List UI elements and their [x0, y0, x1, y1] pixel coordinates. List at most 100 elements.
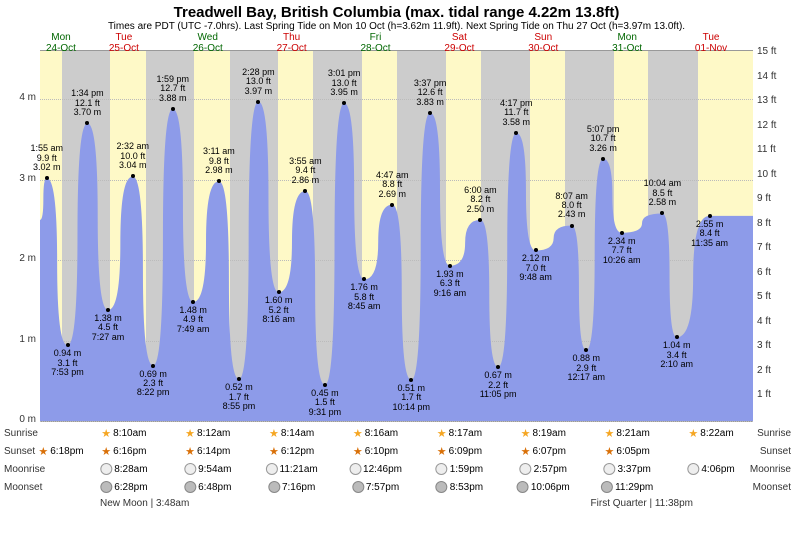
row-moonset-cell: 6:48pm [184, 481, 231, 493]
moonrise-icon [687, 463, 699, 475]
row-label-moonset: Moonset [4, 482, 42, 493]
row-moonrise-cell: 2:57pm [520, 463, 567, 475]
row-sunrise-cell: ★8:10am [101, 427, 146, 440]
day-header: Fri28-Oct [351, 32, 401, 54]
row-label-sunset-r: Sunset [760, 446, 791, 457]
day-header: Sat29-Oct [434, 32, 484, 54]
sunrise-icon: ★ [605, 427, 615, 440]
moonrise-icon [266, 463, 278, 475]
row-label-moonrise-r: Moonrise [750, 464, 791, 475]
tide-label: 3:01 pm13.0 ft3.95 m [328, 69, 361, 97]
tide-point [66, 343, 70, 347]
row-label-sunrise-r: Sunrise [757, 428, 791, 439]
moonrise-icon [436, 463, 448, 475]
day-header: Tue25-Oct [99, 32, 149, 54]
row-label-sunrise: Sunrise [4, 428, 38, 439]
moonset-icon [100, 481, 112, 493]
y-tick-ft: 6 ft [757, 267, 787, 278]
y-tick-ft: 10 ft [757, 169, 787, 180]
tide-point [131, 174, 135, 178]
moonrise-icon [603, 463, 615, 475]
tide-point [478, 218, 482, 222]
y-tick-ft: 15 ft [757, 46, 787, 57]
y-tick-ft: 12 ft [757, 120, 787, 131]
row-moonrise-cell: 12:46pm [349, 463, 402, 475]
moonrise-icon [349, 463, 361, 475]
moonset-icon [517, 481, 529, 493]
day-header: Sun30-Oct [518, 32, 568, 54]
y-tick-ft: 13 ft [757, 95, 787, 106]
y-tick-ft: 1 ft [757, 389, 787, 400]
sunrise-icon: ★ [101, 427, 111, 440]
tide-label: 2.55 m8.4 ft11:35 am [691, 220, 728, 248]
tide-point [277, 290, 281, 294]
tide-label: 4:47 am8.8 ft2.69 m [376, 171, 409, 199]
y-tick-ft: 3 ft [757, 340, 787, 351]
tide-point [584, 348, 588, 352]
y-tick-ft: 5 ft [757, 291, 787, 302]
tide-label: 0.52 m1.7 ft8:55 pm [223, 383, 256, 411]
row-sunrise-cell: ★8:22am [688, 427, 733, 440]
plot-area: 1:55 am9.9 ft3.02 m0.94 m3.1 ft7:53 pm1:… [40, 50, 753, 422]
first-quarter-label: First Quarter | 11:38pm [591, 498, 693, 509]
tide-point [409, 378, 413, 382]
row-sunrise-cell: ★8:17am [437, 427, 482, 440]
row-sunrise-cell: ★8:14am [269, 427, 314, 440]
tide-chart: Treadwell Bay, British Columbia (max. ti… [0, 0, 793, 539]
row-moonset-cell: 10:06pm [517, 481, 570, 493]
tide-label: 6:00 am8.2 ft2.50 m [464, 186, 497, 214]
tide-point [428, 111, 432, 115]
row-moonrise-cell: 4:06pm [687, 463, 734, 475]
tide-curve [40, 51, 753, 421]
row-moonset-cell: 6:28pm [100, 481, 147, 493]
tide-label: 0.88 m2.9 ft12:17 am [567, 354, 605, 382]
moonset-icon [352, 481, 364, 493]
sunset-icon: ★ [353, 445, 363, 458]
tide-point [514, 131, 518, 135]
sunset-icon: ★ [437, 445, 447, 458]
tide-label: 4:17 pm11.7 ft3.58 m [500, 99, 533, 127]
row-moonrise-cell: 9:54am [184, 463, 231, 475]
tide-label: 1.93 m6.3 ft9:16 am [434, 270, 467, 298]
tide-label: 1.60 m5.2 ft8:16 am [262, 296, 295, 324]
tide-point [570, 224, 574, 228]
row-moonset-cell: 7:16pm [268, 481, 315, 493]
moonset-icon [184, 481, 196, 493]
tide-point [660, 211, 664, 215]
tide-point [620, 231, 624, 235]
sunset-icon: ★ [269, 445, 279, 458]
row-sunset-cell: ★6:05pm [605, 445, 650, 458]
tide-label: 3:11 am9.8 ft2.98 m [203, 147, 235, 175]
sunrise-icon: ★ [353, 427, 363, 440]
tide-point [85, 121, 89, 125]
tide-point [601, 157, 605, 161]
moonrise-icon [184, 463, 196, 475]
tide-point [151, 364, 155, 368]
tide-label: 1:55 am9.9 ft3.02 m [30, 144, 63, 172]
y-tick-ft: 2 ft [757, 365, 787, 376]
y-tick-m: 3 m [6, 173, 36, 184]
tide-label: 2.12 m7.0 ft9:48 am [519, 254, 552, 282]
tide-point [342, 101, 346, 105]
y-tick-ft: 7 ft [757, 242, 787, 253]
row-moonrise-cell: 8:28am [100, 463, 147, 475]
row-moonrise-cell: 3:37pm [603, 463, 650, 475]
tide-point [675, 335, 679, 339]
y-tick-m: 4 m [6, 92, 36, 103]
y-tick-ft: 9 ft [757, 193, 787, 204]
row-sunrise-cell: ★8:19am [521, 427, 566, 440]
row-sunset-cell: ★6:12pm [269, 445, 314, 458]
new-moon-label: New Moon | 3:48am [100, 498, 189, 509]
tide-label: 2:28 pm13.0 ft3.97 m [242, 68, 275, 96]
row-sunset-cell: ★6:16pm [101, 445, 146, 458]
row-moonset-cell: 7:57pm [352, 481, 399, 493]
sunrise-icon: ★ [688, 427, 698, 440]
sunrise-icon: ★ [437, 427, 447, 440]
tide-point [708, 214, 712, 218]
tide-label: 0.51 m1.7 ft10:14 pm [393, 384, 431, 412]
sunrise-icon: ★ [521, 427, 531, 440]
day-header: Wed26-Oct [183, 32, 233, 54]
tide-label: 0.69 m2.3 ft8:22 pm [137, 370, 170, 398]
sunrise-icon: ★ [185, 427, 195, 440]
row-moonset-cell: 11:29pm [601, 481, 653, 493]
